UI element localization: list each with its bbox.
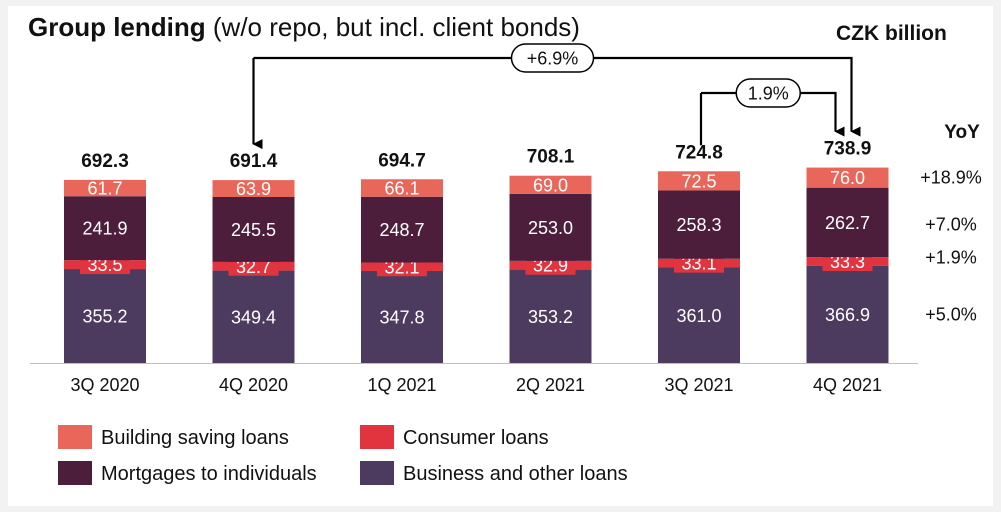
data-label: 347.8 [379,308,424,328]
category-label: 2Q 2021 [516,375,585,395]
data-label: 69.0 [533,175,568,195]
yoy-value: +1.9% [925,248,977,268]
chart-title: Group lending (w/o repo, but incl. clien… [28,12,580,43]
data-label: 76.0 [830,168,865,188]
data-label: 349.4 [231,307,276,327]
bar-segment [64,269,146,363]
total-label: 694.7 [378,150,426,171]
legend-label: Mortgages to individuals [101,463,317,485]
bar-segment [212,270,295,363]
legend-swatch [360,425,394,449]
total-label: 724.8 [675,142,723,163]
bar-segment [806,167,889,188]
yoy-value: +18.9% [920,168,982,188]
data-label: 366.9 [825,305,870,325]
chart-title-sub: (w/o repo, but incl. client bonds) [205,12,580,42]
bar-segment [361,271,443,363]
total-label: 738.9 [824,139,872,160]
bar-segment [509,193,592,261]
legend-swatch [58,425,92,449]
data-label: 63.9 [236,179,271,199]
category-label: 3Q 2021 [664,375,733,395]
bar-segment [658,190,740,259]
chart-title-main: Group lending [28,12,206,42]
growth-label: +6.9% [527,49,579,69]
bar-segment [64,179,146,197]
legend-label: Business and other loans [403,463,628,485]
bar-segment [806,187,889,258]
data-label: 253.0 [528,218,573,238]
bar-segment [64,196,146,261]
connector-arrow [253,56,861,137]
yoy-value: +7.0% [925,214,977,234]
bar-segment [658,267,740,363]
category-label: 3Q 2020 [70,375,139,395]
legend: Building saving loans Consumer loans Mortg… [58,425,628,485]
bar-segment [509,175,592,194]
bar-segment [212,180,295,197]
total-label: 692.3 [81,151,129,172]
unit-label: CZK billion [836,22,947,45]
data-label: 66.1 [384,178,419,198]
bar-segment [806,265,889,363]
growth-pill [510,43,595,73]
data-label: 258.3 [676,215,721,235]
legend-swatch [360,461,394,485]
data-label: 241.9 [82,219,127,239]
growth-label: 1.9% [748,84,789,104]
data-label: 361.0 [676,306,721,326]
data-label: 61.7 [87,179,122,199]
legend-swatch [58,461,92,485]
category-label: 1Q 2021 [367,375,436,395]
data-label: 72.5 [681,171,716,191]
legend-label: Building saving loans [101,427,289,449]
bar-segment [361,196,443,263]
bar-segment [361,179,443,197]
data-label: 262.7 [825,213,870,233]
legend-label: Consumer loans [403,427,549,449]
total-label: 708.1 [527,147,575,168]
category-label: 4Q 2020 [219,375,288,395]
bar-segment [212,196,295,262]
data-label: 245.5 [231,220,276,240]
category-label: 4Q 2021 [813,375,882,395]
yoy-header: YoY [944,122,980,143]
annotations-layer: YoY +18.9% +7.0% +1.9% +5.0% +6.9% 1.9% [252,43,982,324]
yoy-value: +5.0% [925,304,977,324]
growth-pill [735,78,801,108]
bar-segment [509,269,592,363]
data-label: 248.7 [379,220,424,240]
bar-segment [658,171,740,191]
data-label: 353.2 [528,307,573,327]
data-label: 355.2 [82,307,127,327]
total-label: 691.4 [230,151,278,172]
